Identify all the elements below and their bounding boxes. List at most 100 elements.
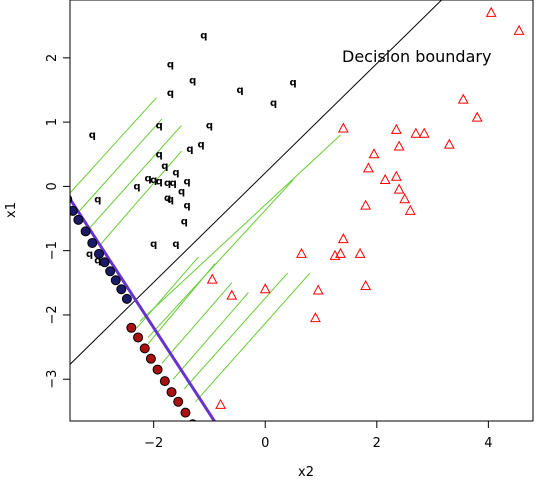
- class-a-point: q: [270, 98, 277, 109]
- projection-line: [183, 272, 288, 390]
- class-a-point: q: [290, 77, 297, 88]
- projected-a-point: [105, 266, 116, 277]
- class-a-point: q: [156, 120, 163, 131]
- projection-line: [100, 150, 182, 245]
- class-b-point: [226, 289, 238, 300]
- class-b-point: [393, 183, 405, 194]
- class-b-point: [513, 24, 525, 35]
- class-b-point: [259, 283, 271, 294]
- y-axis: −3 −2 −1 0 1 2: [45, 54, 70, 389]
- projected-a-point: [94, 248, 105, 259]
- class-a-point: q: [172, 239, 179, 250]
- x-axis: −2 0 2 4: [144, 421, 493, 451]
- class-b-point: [329, 249, 341, 260]
- class-b-point: [399, 193, 411, 204]
- class-a-point: q: [178, 187, 185, 198]
- class-a-point: q: [86, 249, 93, 260]
- projected-a-point: [99, 257, 110, 268]
- class-a-point: q: [89, 130, 96, 141]
- y-tick-label: 1: [45, 118, 60, 126]
- class-b-point: [443, 138, 455, 149]
- class-a-point: q: [156, 149, 163, 160]
- class-a-point: q: [237, 85, 244, 96]
- projection-line: [89, 125, 182, 229]
- class-a-point: q: [164, 178, 171, 189]
- projected-b-point: [209, 452, 218, 461]
- projected-a-point: [121, 293, 132, 304]
- x-tick-label: 0: [261, 436, 269, 451]
- class-b-point: [337, 122, 349, 133]
- x-tick-label: 2: [373, 436, 381, 451]
- y-tick-label: −2: [45, 305, 60, 324]
- class-a-point: q: [181, 217, 188, 228]
- class-a-point: q: [198, 140, 205, 151]
- class-b-point: [471, 111, 483, 122]
- class-b-point: [310, 312, 321, 323]
- class-a-point: q: [133, 181, 140, 192]
- projection-line: [161, 282, 233, 364]
- projected-b-point: [202, 442, 211, 451]
- projected-a-point: [87, 237, 98, 248]
- y-tick-label: −3: [45, 370, 60, 389]
- class-a-point: q: [150, 239, 157, 250]
- class-b-point: [360, 199, 372, 210]
- class-b-point: [410, 127, 422, 138]
- class-b-point: [335, 247, 346, 258]
- class-b-point: [390, 170, 402, 181]
- y-tick-label: −1: [45, 241, 60, 260]
- projected-b-point: [166, 387, 177, 398]
- class-b-point: [206, 273, 218, 284]
- class-a-point: q: [184, 201, 191, 212]
- projected-b-point: [173, 396, 184, 407]
- projected-b-point: [152, 364, 163, 375]
- class-a-point: q: [189, 75, 196, 86]
- class-b-point: [296, 247, 307, 258]
- projected-a-point: [70, 205, 78, 216]
- projected-a-point: [110, 275, 121, 286]
- projection-line: [139, 134, 341, 322]
- projected-b-point: [145, 353, 156, 364]
- class-b-point: [457, 93, 469, 104]
- projection-line: [195, 272, 311, 403]
- class-b-point: [404, 204, 416, 215]
- y-axis-label: x1: [4, 202, 19, 218]
- projected-a-point: [80, 226, 91, 237]
- projected-b-point: [126, 322, 137, 333]
- class-a-point: q: [156, 176, 163, 187]
- class-a-point: q: [206, 120, 213, 131]
- class-a-point: q: [186, 144, 193, 155]
- x-tick-label: 4: [484, 436, 492, 451]
- x-axis-label: x2: [298, 465, 314, 480]
- y-tick-label: 0: [45, 182, 60, 190]
- projected-a-point: [73, 214, 84, 225]
- class-a-point: q: [172, 167, 179, 178]
- projected-a-point: [116, 284, 127, 295]
- class-a-point: q: [167, 194, 174, 205]
- class-b-point: [215, 398, 227, 409]
- class-b-point: [390, 123, 402, 134]
- projected-b-point: [159, 376, 170, 387]
- class-b-point: [379, 173, 391, 184]
- class-b-point: [368, 148, 380, 159]
- projected-b-point: [180, 407, 191, 418]
- projected-b-point: [133, 332, 144, 343]
- class-a-point: q: [164, 193, 171, 204]
- y-tick-label: 2: [45, 54, 60, 62]
- class-b-point: [393, 140, 405, 151]
- class-a-point: q: [167, 59, 174, 70]
- class-b-point: [337, 233, 349, 244]
- class-a-point: q: [184, 176, 191, 187]
- class-b-point: [354, 247, 366, 258]
- class-a-point: q: [167, 88, 174, 99]
- decision-boundary-label: Decision boundary: [342, 47, 491, 66]
- class-b-point: [360, 279, 372, 291]
- class-b-point: [485, 6, 497, 17]
- projection-line: [147, 179, 294, 338]
- class-a-point: q: [200, 30, 207, 41]
- x-tick-label: −2: [144, 436, 163, 451]
- class-a-point: q: [161, 161, 168, 172]
- plot-frame: [69, 0, 534, 422]
- projected-b-point: [195, 429, 204, 438]
- projection-line: [70, 97, 157, 194]
